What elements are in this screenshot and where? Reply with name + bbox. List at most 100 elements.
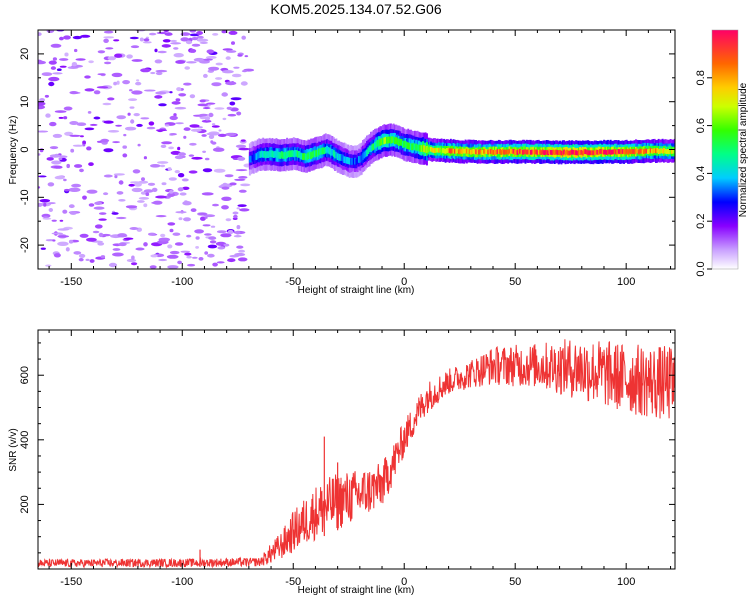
signal-cell xyxy=(513,150,516,155)
noise-blob xyxy=(184,66,190,70)
noise-blob xyxy=(155,215,167,218)
noise-blob xyxy=(52,133,63,138)
signal-cell xyxy=(673,148,675,153)
signal-cell xyxy=(442,148,444,153)
signal-cell xyxy=(620,149,623,155)
noise-blob xyxy=(147,182,156,186)
noise-blob xyxy=(48,60,57,65)
signal-cell xyxy=(548,149,551,154)
noise-blob xyxy=(129,89,133,92)
noise-blob xyxy=(140,117,150,120)
noise-blob xyxy=(39,98,45,102)
noise-blob xyxy=(59,58,69,61)
signal-cell xyxy=(372,143,375,150)
signal-cell xyxy=(368,145,371,153)
signal-cell xyxy=(356,157,359,164)
noise-blob xyxy=(124,126,137,131)
noise-blob xyxy=(114,174,118,179)
signal-cell xyxy=(327,147,330,154)
noise-blob xyxy=(50,66,57,70)
noise-blob xyxy=(207,244,218,249)
noise-blob xyxy=(187,263,196,267)
signal-cell xyxy=(472,148,475,154)
noise-blob xyxy=(48,208,53,212)
noise-blob xyxy=(38,186,41,189)
noise-blob xyxy=(88,203,95,207)
signal-cell xyxy=(527,149,530,155)
signal-cell xyxy=(455,148,458,154)
noise-blob xyxy=(71,61,78,67)
signal-cell xyxy=(322,147,325,154)
signal-cell xyxy=(260,150,263,158)
snr-x-axis: -150 -100 -50 0 50 100 xyxy=(48,330,672,588)
noise-blob xyxy=(164,124,170,127)
spectrogram-y-label: Frequency (Hz) xyxy=(8,116,19,185)
noise-blob xyxy=(164,32,173,36)
colorbar-tick-label: 0.2 xyxy=(695,214,707,229)
signal-cell xyxy=(316,150,319,157)
noise-blob xyxy=(66,163,70,169)
chart-title: KOM5.2025.134.07.52.G06 xyxy=(270,1,441,17)
noise-blob xyxy=(176,87,182,92)
signal-cell xyxy=(306,153,309,161)
noise-blob xyxy=(158,103,167,107)
signal-cell xyxy=(504,149,507,155)
noise-blob xyxy=(98,232,104,238)
noise-blob xyxy=(143,156,147,160)
spectrogram-x-axis: -150 -100 -50 0 50 100 xyxy=(48,30,672,288)
noise-blob xyxy=(43,216,48,218)
signal-cell xyxy=(544,150,547,155)
signal-cell xyxy=(621,149,624,154)
noise-blob xyxy=(135,81,142,86)
signal-cell xyxy=(453,148,456,154)
noise-blob xyxy=(113,173,125,176)
signal-cell xyxy=(400,139,403,146)
signal-cell xyxy=(532,149,535,155)
signal-cell xyxy=(338,153,341,161)
signal-cell xyxy=(423,145,426,153)
signal-cell xyxy=(374,141,376,149)
noise-blob xyxy=(235,230,241,235)
signal-cell xyxy=(565,149,568,155)
signal-cell xyxy=(282,152,285,159)
noise-blob xyxy=(177,146,181,151)
noise-blob xyxy=(48,81,55,87)
signal-cell xyxy=(370,145,372,153)
signal-cell xyxy=(251,154,254,162)
noise-blob xyxy=(215,77,223,80)
signal-cell xyxy=(307,152,310,160)
signal-cell xyxy=(380,138,383,145)
signal-cell xyxy=(617,149,620,154)
signal-cell xyxy=(394,137,396,145)
signal-cell xyxy=(584,149,587,154)
noise-blob xyxy=(204,251,209,255)
noise-blob xyxy=(211,82,222,87)
noise-blob xyxy=(38,104,45,110)
signal-cell xyxy=(668,149,671,155)
noise-blob xyxy=(169,190,174,194)
signal-cell xyxy=(561,150,564,156)
signal-cell xyxy=(577,149,580,155)
noise-blob xyxy=(173,53,184,58)
signal-cell xyxy=(613,148,616,154)
noise-blob xyxy=(189,142,197,146)
noise-blob xyxy=(178,217,183,221)
noise-blob xyxy=(212,147,225,152)
spectrogram-signal-track xyxy=(248,123,675,178)
y-tick-label: 200 xyxy=(19,495,31,513)
noise-blob xyxy=(103,36,115,39)
noise-blob xyxy=(79,168,84,173)
noise-blob xyxy=(161,141,173,145)
signal-cell xyxy=(643,149,645,154)
signal-cell xyxy=(386,137,388,144)
noise-blob xyxy=(72,35,82,40)
signal-cell xyxy=(495,150,498,155)
noise-blob xyxy=(88,60,94,64)
signal-cell xyxy=(473,149,476,155)
noise-blob xyxy=(94,201,103,205)
noise-blob xyxy=(199,41,208,45)
signal-cell xyxy=(625,148,628,154)
noise-blob xyxy=(131,262,138,266)
signal-cell xyxy=(371,144,374,151)
